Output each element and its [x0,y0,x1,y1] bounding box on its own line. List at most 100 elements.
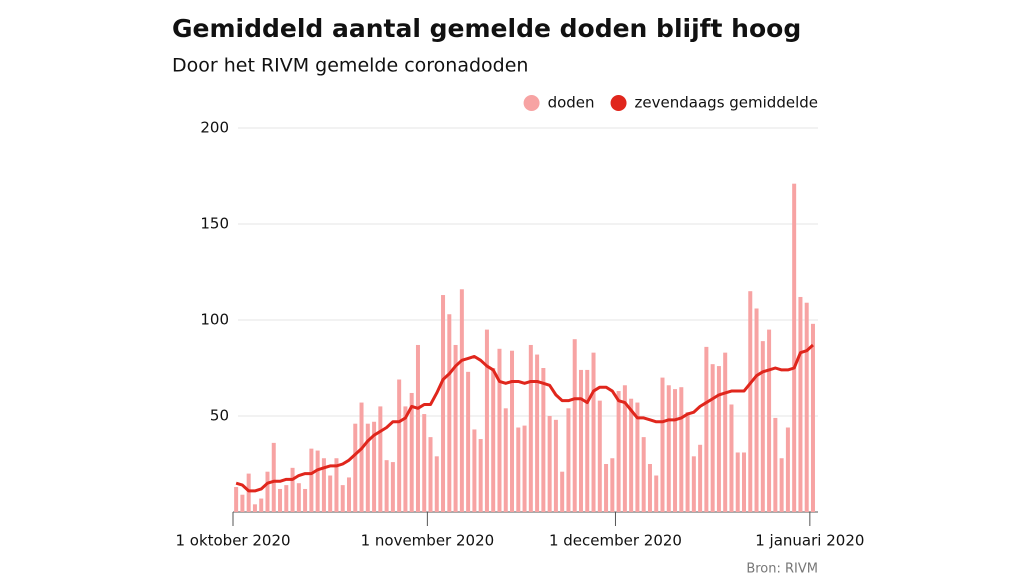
bar [365,423,370,512]
bar [265,471,270,512]
bar [572,339,577,512]
bar [315,450,320,512]
bar [616,391,621,512]
bar [340,485,345,512]
y-tick-label: 100 [200,311,229,329]
bar [704,346,709,512]
bar [666,385,671,512]
bar [635,402,640,512]
bar [760,341,765,512]
bar [810,323,815,512]
bar [610,458,615,512]
bar [422,414,427,512]
bar [547,416,552,512]
bar [296,483,301,512]
source: Bron: RIVM [746,562,818,576]
bar [629,398,634,512]
bar [334,458,339,512]
bar [321,458,326,512]
legend-marker [523,95,540,111]
bar [585,369,590,512]
bar [278,488,283,512]
bar [428,437,433,512]
bar [622,385,627,512]
bar [459,289,464,512]
bar [710,364,715,512]
chart-title: Gemiddeld aantal gemelde doden blijft ho… [172,14,801,43]
average-line [235,343,814,493]
bar [698,444,703,512]
bar [597,400,602,512]
bar [240,494,245,512]
bar [491,368,496,512]
bar [535,354,540,512]
bar [716,366,721,512]
bar [259,498,264,512]
bar [578,369,583,512]
bar [409,392,414,512]
x-tick-label: 1 januari 2020 [755,532,864,550]
bar [522,425,527,512]
bar [767,329,772,512]
bar [284,485,289,512]
bar [372,421,377,512]
bar [541,368,546,512]
bar [785,427,790,512]
bar [328,475,333,512]
bar [792,183,797,512]
bar [441,295,446,512]
x-tick-label: 1 november 2020 [361,532,495,550]
bar [447,314,452,512]
bar [729,404,734,512]
bar [560,471,565,512]
bar [484,329,489,512]
bar [346,477,351,512]
legend-label: doden [548,94,595,112]
bar [403,406,408,512]
x-tick-label: 1 oktober 2020 [175,532,290,550]
chart-subtitle: Door het RIVM gemelde coronadoden [172,55,528,77]
bar [397,379,402,512]
bar [779,458,784,512]
bar [604,464,609,512]
bar [723,352,728,512]
bar [516,427,521,512]
bar [641,437,646,512]
y-tick-label: 50 [210,407,229,425]
bar [290,467,295,512]
bar [691,456,696,512]
bar [742,452,747,512]
bar [466,371,471,512]
bar [510,350,515,512]
bar [660,377,665,512]
bar [434,456,439,512]
bar [673,389,678,512]
legend-marker [610,95,627,111]
bar [804,302,809,512]
bar [735,452,740,512]
bar [303,488,308,512]
bar [503,408,508,512]
bar [353,423,358,512]
bar [359,402,364,512]
bar [497,348,502,512]
bar [384,460,389,512]
bar [647,464,652,512]
bar [453,344,458,512]
bar [679,387,684,512]
bar [472,429,477,512]
bar [478,439,483,512]
bar [378,406,383,512]
bar [528,344,533,512]
x-tick-label: 1 december 2020 [549,532,682,550]
bar [271,442,276,512]
bar [748,291,753,512]
bar [252,504,257,512]
y-tick-label: 200 [200,119,229,137]
bar [685,412,690,512]
bar [415,344,420,512]
bar [798,296,803,512]
bar [591,352,596,512]
bar [234,487,239,512]
